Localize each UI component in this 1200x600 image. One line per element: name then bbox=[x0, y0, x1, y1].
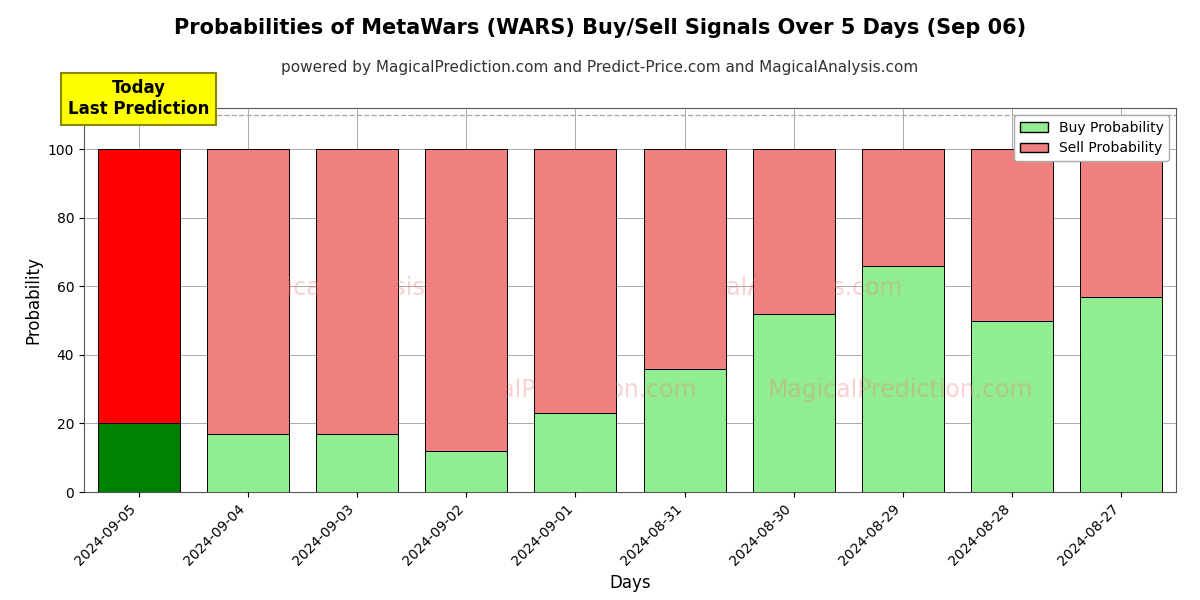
Bar bbox=[643, 149, 726, 368]
Bar bbox=[1080, 149, 1163, 296]
Bar bbox=[316, 434, 398, 492]
Bar bbox=[206, 434, 289, 492]
Text: MagicalAnalysis.com: MagicalAnalysis.com bbox=[238, 276, 482, 300]
Bar bbox=[534, 413, 617, 492]
Bar bbox=[97, 424, 180, 492]
Bar bbox=[971, 149, 1054, 320]
Bar bbox=[752, 149, 835, 314]
Bar bbox=[862, 266, 944, 492]
Bar bbox=[206, 149, 289, 434]
Y-axis label: Probability: Probability bbox=[24, 256, 42, 344]
Text: MagicalPrediction.com: MagicalPrediction.com bbox=[431, 378, 697, 402]
Bar bbox=[425, 149, 508, 451]
Bar bbox=[1080, 296, 1163, 492]
Bar bbox=[316, 149, 398, 434]
Bar bbox=[97, 149, 180, 424]
Text: MagicalPrediction.com: MagicalPrediction.com bbox=[767, 378, 1033, 402]
X-axis label: Days: Days bbox=[610, 574, 650, 592]
Text: Probabilities of MetaWars (WARS) Buy/Sell Signals Over 5 Days (Sep 06): Probabilities of MetaWars (WARS) Buy/Sel… bbox=[174, 18, 1026, 38]
Bar bbox=[643, 368, 726, 492]
Bar bbox=[534, 149, 617, 413]
Text: MagicalAnalysis.com: MagicalAnalysis.com bbox=[658, 276, 902, 300]
Text: powered by MagicalPrediction.com and Predict-Price.com and MagicalAnalysis.com: powered by MagicalPrediction.com and Pre… bbox=[281, 60, 919, 75]
Bar bbox=[752, 314, 835, 492]
Bar bbox=[971, 320, 1054, 492]
Bar bbox=[862, 149, 944, 266]
Bar bbox=[425, 451, 508, 492]
Text: Today
Last Prediction: Today Last Prediction bbox=[68, 79, 209, 118]
Legend: Buy Probability, Sell Probability: Buy Probability, Sell Probability bbox=[1014, 115, 1169, 161]
